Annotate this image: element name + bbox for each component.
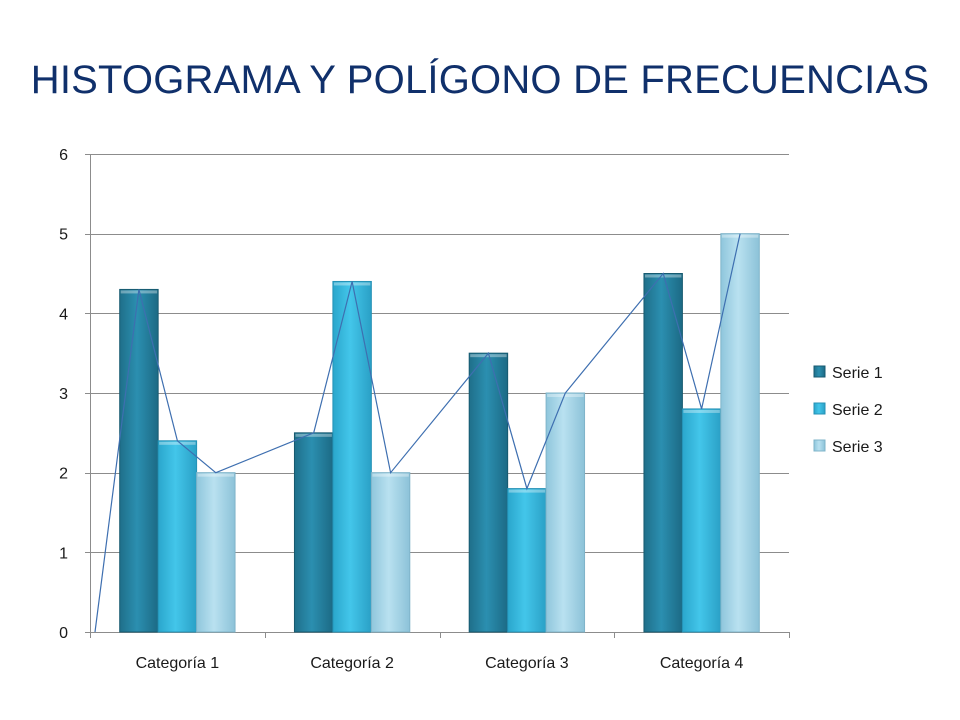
bar-highlight — [372, 473, 409, 477]
legend-swatch — [813, 365, 826, 378]
bar-highlight — [644, 274, 682, 278]
bar — [157, 440, 198, 633]
y-tick-label: 5 — [59, 227, 68, 244]
y-tick-label: 3 — [59, 386, 68, 403]
bar-highlight — [197, 473, 235, 477]
bar — [468, 352, 509, 633]
bar — [681, 408, 722, 633]
legend-label: Serie 3 — [832, 439, 883, 456]
polygon-line — [94, 233, 741, 633]
y-axis-ticks: 0 1 2 3 4 5 6 — [59, 147, 68, 642]
bar — [293, 432, 334, 633]
bar — [545, 392, 586, 633]
x-tick-label: Categoría 3 — [485, 655, 569, 672]
x-tick-label: Categoría 1 — [136, 655, 220, 672]
bar-highlight — [295, 433, 332, 437]
legend: Serie 1 Serie 2 Serie 3 — [813, 365, 883, 456]
bar — [196, 472, 236, 633]
bar — [332, 280, 372, 633]
frequency-polygon — [94, 233, 741, 633]
bar-highlight — [683, 409, 720, 413]
legend-swatch — [813, 402, 826, 415]
bar — [643, 273, 683, 633]
legend-swatch — [813, 439, 826, 452]
bars — [119, 233, 760, 633]
bar-highlight — [508, 489, 546, 493]
y-tick-label: 6 — [59, 147, 68, 164]
x-axis-ticks: Categoría 1 Categoría 2 Categoría 3 Categor… — [136, 655, 744, 672]
x-tick-label: Categoría 4 — [660, 655, 744, 672]
y-tick-label: 1 — [59, 545, 68, 562]
y-tick-label: 2 — [59, 466, 68, 483]
bar-highlight — [159, 441, 196, 445]
bar — [507, 488, 547, 633]
bar-highlight — [470, 354, 507, 358]
bar — [720, 233, 760, 633]
page-title: HISTOGRAMA Y POLÍGONO DE FRECUENCIAS — [30, 58, 930, 102]
y-tick-label: 0 — [59, 625, 68, 642]
y-tick-label: 4 — [59, 306, 68, 323]
legend-label: Serie 2 — [832, 402, 883, 419]
bar — [370, 472, 411, 633]
legend-label: Serie 1 — [832, 365, 883, 382]
x-tick-label: Categoría 2 — [310, 655, 394, 672]
bar — [119, 288, 159, 633]
bar-highlight — [547, 394, 584, 397]
